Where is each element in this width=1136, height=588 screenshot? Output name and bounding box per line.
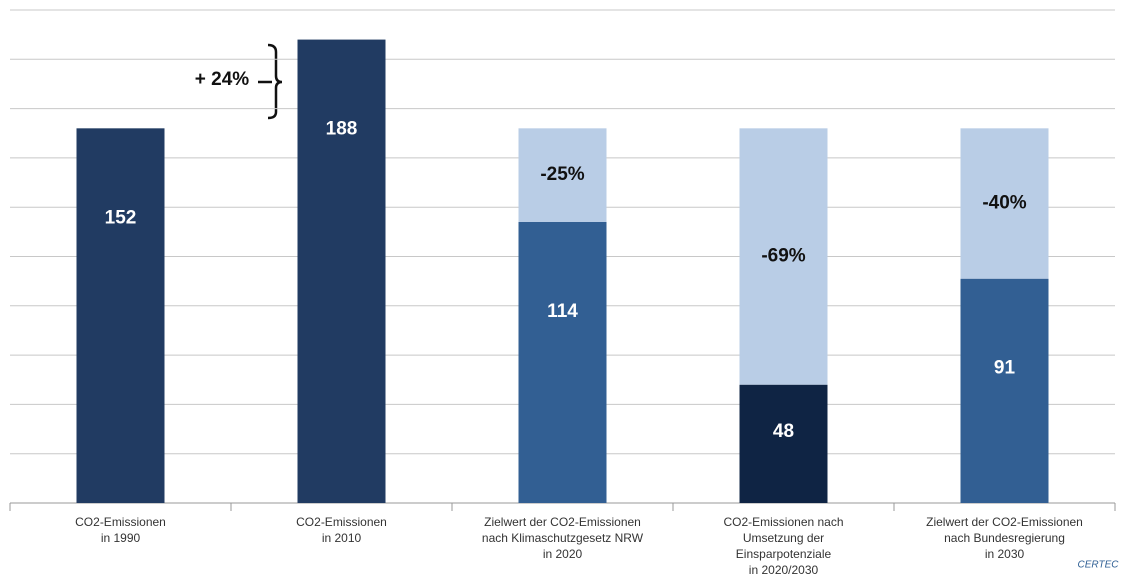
segment-note: -40%	[982, 193, 1026, 214]
brace	[267, 43, 283, 120]
x-tick-label: nach Klimaschutzgesetz NRW	[482, 531, 644, 545]
x-tick-label: in 2020/2030	[749, 563, 819, 577]
x-tick-label: CO2-Emissionen nach	[723, 515, 843, 529]
bar-segment	[960, 278, 1049, 503]
segment-note: -69%	[761, 246, 805, 267]
logo: CERTEC	[1078, 560, 1120, 571]
bar-segment	[518, 128, 607, 222]
value-label: 91	[994, 357, 1016, 378]
value-label: 152	[105, 207, 137, 228]
value-label: 48	[773, 421, 794, 442]
bar-segment	[739, 128, 828, 385]
increase-note: + 24%	[195, 69, 250, 90]
x-tick-label: Zielwert der CO2-Emissionen	[484, 515, 641, 529]
x-tick-label: in 2020	[543, 547, 583, 561]
x-tick-label: in 2030	[985, 547, 1025, 561]
x-tick-label: CO2-Emissionen	[296, 515, 387, 529]
x-tick-label: nach Bundesregierung	[944, 531, 1065, 545]
x-tick-label: Zielwert der CO2-Emissionen	[926, 515, 1083, 529]
bar-segment	[297, 39, 386, 503]
bar-segment	[518, 221, 607, 504]
x-tick-label: in 1990	[101, 531, 141, 545]
x-tick-label: in 2010	[322, 531, 362, 545]
value-label: 114	[547, 301, 578, 322]
bar-segment	[960, 128, 1049, 279]
x-tick-label: CO2-Emissionen	[75, 515, 166, 529]
x-tick-label: Umsetzung der	[743, 531, 824, 545]
bar-segment	[739, 384, 828, 503]
segment-note: -25%	[540, 164, 584, 185]
value-label: 188	[326, 119, 358, 140]
x-tick-label: Einsparpotenziale	[736, 547, 832, 561]
bar-segment	[76, 128, 165, 503]
